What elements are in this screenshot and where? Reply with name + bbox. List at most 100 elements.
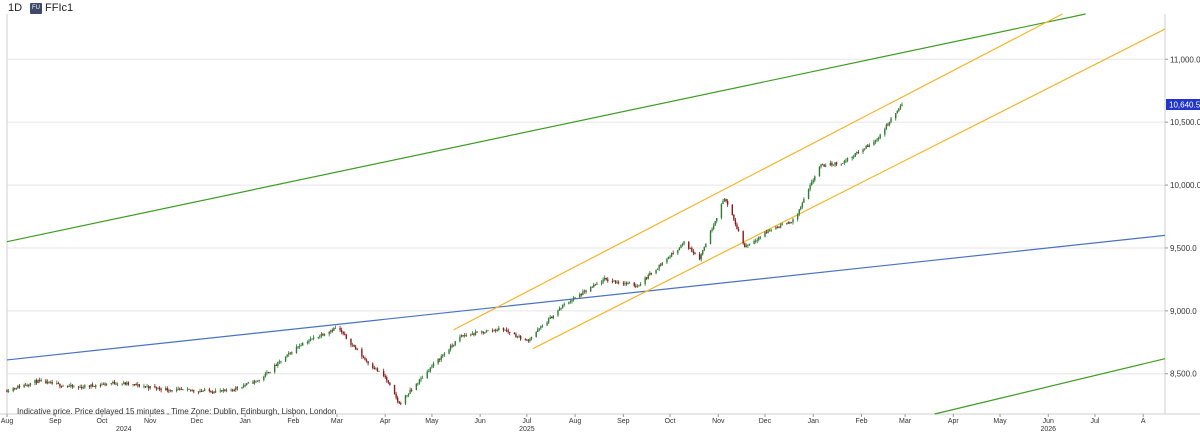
x-tick-label: Aug bbox=[569, 418, 582, 425]
candle-body bbox=[459, 336, 461, 342]
trendlines[interactable] bbox=[6, 13, 1166, 415]
candle-body bbox=[350, 338, 352, 345]
candle-body bbox=[236, 387, 239, 389]
candle-body bbox=[247, 382, 249, 384]
candle-body bbox=[432, 363, 435, 367]
symbol-label[interactable]: FFIc1 bbox=[45, 2, 74, 14]
x-tick-label: Jan bbox=[808, 418, 819, 425]
candle-body bbox=[451, 345, 453, 347]
candle-body bbox=[230, 389, 232, 391]
candle-body bbox=[396, 397, 399, 402]
candle-body bbox=[876, 139, 878, 141]
candle-body bbox=[691, 247, 693, 252]
candle-body bbox=[378, 370, 380, 372]
candle-body bbox=[529, 338, 531, 341]
candle-body bbox=[289, 352, 291, 354]
x-tick-label: Oct bbox=[665, 418, 676, 425]
candle-body bbox=[853, 156, 855, 158]
candle-body bbox=[275, 365, 277, 366]
candle-body bbox=[768, 230, 771, 232]
candle-body bbox=[165, 388, 167, 391]
trendline-green-lower[interactable] bbox=[934, 358, 1166, 415]
candle-body bbox=[99, 384, 102, 386]
candle-body bbox=[211, 392, 214, 394]
candle-body bbox=[789, 222, 791, 224]
candle-body bbox=[582, 291, 584, 296]
last-price-badge: 10,640.5 bbox=[1166, 99, 1200, 111]
candle-body bbox=[319, 335, 321, 338]
candle-body bbox=[199, 391, 201, 392]
candle-body bbox=[101, 384, 103, 386]
trendline-green-upper[interactable] bbox=[6, 13, 1086, 243]
candle-body bbox=[18, 385, 21, 388]
candle-body bbox=[453, 345, 455, 346]
candle-body bbox=[678, 247, 681, 251]
candle-body bbox=[647, 274, 649, 279]
candle-body bbox=[829, 163, 832, 166]
candle-body bbox=[404, 395, 407, 404]
candle-body bbox=[443, 353, 446, 356]
candle-body bbox=[470, 334, 472, 336]
y-tick-label: 9,000.0 bbox=[1170, 307, 1197, 316]
candle-body bbox=[767, 230, 769, 233]
time-axis[interactable]: Aug Sep Oct Nov Dec Jan Feb Mar Apr May Jun Jul Aug S… bbox=[1, 414, 1146, 432]
candle-body bbox=[373, 367, 376, 370]
x-tick-label: Jun bbox=[1043, 418, 1054, 425]
candle-body bbox=[339, 327, 341, 331]
candle-body bbox=[865, 145, 867, 149]
candle-body bbox=[888, 122, 891, 125]
x-tick-label: May bbox=[425, 418, 439, 425]
candle-body bbox=[537, 329, 539, 332]
candle-body bbox=[753, 241, 755, 244]
candle-body bbox=[177, 388, 179, 390]
candle-body bbox=[625, 283, 628, 285]
candle-body bbox=[758, 237, 760, 241]
candle-body bbox=[736, 224, 738, 229]
interval-label[interactable]: 1D bbox=[8, 2, 23, 14]
candle-body bbox=[712, 225, 715, 230]
trendline-channel-upper[interactable] bbox=[453, 13, 1063, 331]
candle-body bbox=[70, 385, 72, 387]
candle-body bbox=[814, 176, 816, 181]
trendline-blue[interactable] bbox=[6, 234, 1166, 361]
candle-body bbox=[93, 386, 95, 388]
candle-body bbox=[210, 390, 212, 393]
x-tick-label: Aug bbox=[1, 418, 14, 425]
candle-body bbox=[726, 201, 729, 205]
candle-body bbox=[252, 382, 254, 384]
symbol-badge: FU bbox=[30, 3, 42, 14]
candle-body bbox=[824, 165, 827, 167]
candle-body bbox=[661, 262, 663, 266]
candle-body bbox=[62, 385, 64, 387]
candle-body bbox=[585, 290, 587, 292]
trendline-channel-lower[interactable] bbox=[532, 28, 1166, 350]
candle-body bbox=[158, 387, 161, 389]
candle-body bbox=[133, 384, 136, 385]
candle-body bbox=[807, 189, 810, 199]
candle-body bbox=[541, 325, 544, 327]
candle-body bbox=[558, 308, 561, 311]
price-axis[interactable]: 8,500.0 9,000.0 9,500.0 10,000.0 10,500.0 11,… bbox=[1165, 55, 1200, 379]
candle-body bbox=[149, 386, 151, 389]
candle-body bbox=[462, 335, 464, 336]
candle-body bbox=[884, 129, 886, 135]
candle-body bbox=[867, 145, 869, 147]
candle-body bbox=[583, 290, 586, 292]
candle-body bbox=[126, 382, 128, 385]
candle-body bbox=[591, 286, 593, 288]
candle-body bbox=[627, 282, 629, 284]
candle-body bbox=[221, 390, 223, 392]
candle-body bbox=[655, 269, 657, 274]
candle-body bbox=[821, 164, 824, 166]
y-tick-label: 8,500.0 bbox=[1170, 370, 1197, 379]
y-tick-label: 10,500.0 bbox=[1170, 118, 1200, 127]
candle-body bbox=[716, 218, 718, 222]
candle-body bbox=[222, 389, 225, 392]
candle-body bbox=[776, 227, 779, 228]
candle-body bbox=[267, 372, 270, 374]
candle-body bbox=[188, 388, 190, 390]
candle-body bbox=[744, 243, 746, 248]
candle-body bbox=[720, 203, 723, 219]
candle-body bbox=[845, 160, 847, 162]
